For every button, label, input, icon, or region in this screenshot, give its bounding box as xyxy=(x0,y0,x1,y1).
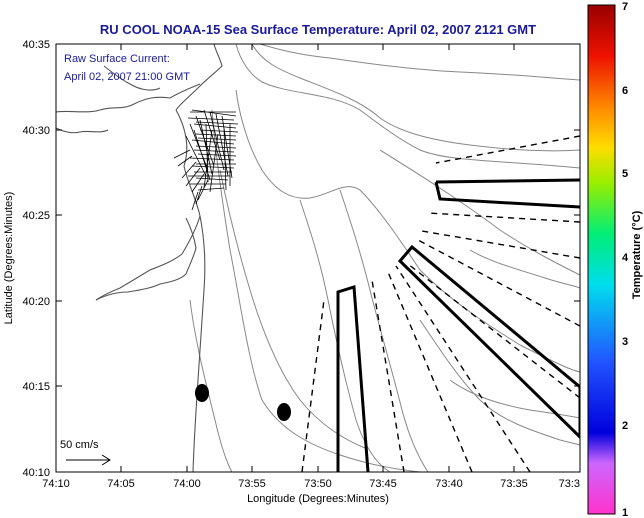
x-axis-label: Longitude (Degrees:Minutes) xyxy=(247,493,389,505)
y-tick-label: 40:15 xyxy=(22,381,50,393)
colorbar-label: Temperature (°C) xyxy=(631,210,643,299)
x-tick-labels: 74:10 74:05 74:00 73:55 73:50 73:45 73:4… xyxy=(42,478,580,490)
colorbar-tick: 6 xyxy=(622,85,628,97)
x-tick-label: 73:40 xyxy=(435,478,463,490)
x-tick-label: 73:3 xyxy=(559,478,580,490)
scale-arrow: 50 cm/s xyxy=(60,439,111,466)
colorbar-tick: 4 xyxy=(622,252,629,264)
x-tick-label: 73:55 xyxy=(238,478,266,490)
radial-lines xyxy=(301,135,580,472)
y-tick-label: 40:10 xyxy=(22,467,50,479)
colorbar-tick: 2 xyxy=(622,420,628,432)
x-tick-label: 73:45 xyxy=(369,478,397,490)
scale-label: 50 cm/s xyxy=(60,439,99,451)
marker-south xyxy=(277,403,291,421)
map-title: RU COOL NOAA-15 Sea Surface Temperature:… xyxy=(100,22,536,37)
y-tick-label: 40:30 xyxy=(22,125,50,137)
x-tick-label: 74:05 xyxy=(107,478,135,490)
analysis-boxes xyxy=(336,178,580,472)
marker-north xyxy=(195,384,209,402)
y-tick-label: 40:35 xyxy=(22,39,50,51)
x-tick-label: 73:35 xyxy=(500,478,528,490)
y-axis-label: Latitude (Degrees:Minutes) xyxy=(3,192,15,325)
y-tick-labels: 40:35 40:30 40:25 40:20 40:15 40:10 xyxy=(22,39,50,479)
colorbar-tick: 3 xyxy=(622,336,628,348)
colorbar-tick: 5 xyxy=(622,168,628,180)
colorbar-tick: 1 xyxy=(622,507,628,518)
colorbar-scale xyxy=(587,4,616,515)
map-area: Raw Surface Current: April 02, 2007 21:0… xyxy=(55,43,581,473)
x-tick-label: 74:10 xyxy=(42,478,70,490)
bathymetry-contours xyxy=(189,44,580,472)
current-label-line2: April 02, 2007 21:00 GMT xyxy=(64,71,190,83)
coastline xyxy=(56,44,223,472)
x-tick-label: 73:50 xyxy=(304,478,332,490)
current-label-line1: Raw Surface Current: xyxy=(64,53,170,65)
y-tick-label: 40:25 xyxy=(22,210,50,222)
surface-current-vectors xyxy=(173,109,239,211)
x-tick-label: 74:00 xyxy=(173,478,201,490)
colorbar: 7 6 5 4 3 2 1 Temperature (°C) xyxy=(587,1,643,518)
y-tick-label: 40:20 xyxy=(22,296,50,308)
colorbar-tick: 7 xyxy=(622,1,628,13)
